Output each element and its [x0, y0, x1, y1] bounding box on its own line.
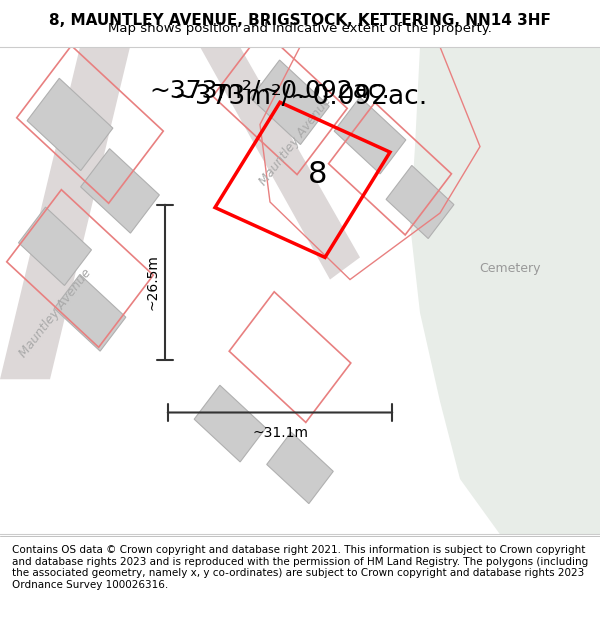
- Polygon shape: [251, 60, 329, 144]
- Polygon shape: [200, 47, 360, 279]
- Polygon shape: [19, 207, 91, 286]
- Text: Mauntley Avenue: Mauntley Avenue: [16, 266, 94, 359]
- Text: 8, MAUNTLEY AVENUE, BRIGSTOCK, KETTERING, NN14 3HF: 8, MAUNTLEY AVENUE, BRIGSTOCK, KETTERING…: [49, 13, 551, 28]
- Polygon shape: [80, 149, 160, 233]
- Text: ~31.1m: ~31.1m: [252, 426, 308, 440]
- Polygon shape: [267, 432, 333, 504]
- Text: ~373m²/~0.092ac.: ~373m²/~0.092ac.: [173, 84, 427, 110]
- Text: 8: 8: [308, 160, 327, 189]
- Text: Contains OS data © Crown copyright and database right 2021. This information is : Contains OS data © Crown copyright and d…: [12, 545, 588, 590]
- Polygon shape: [386, 166, 454, 239]
- Text: ~373m²/~0.092ac.: ~373m²/~0.092ac.: [149, 78, 391, 102]
- Polygon shape: [54, 274, 126, 351]
- Text: Mauntley Avenue: Mauntley Avenue: [256, 94, 334, 188]
- Polygon shape: [194, 385, 266, 462]
- Text: Map shows position and indicative extent of the property.: Map shows position and indicative extent…: [108, 22, 492, 35]
- Polygon shape: [410, 47, 600, 534]
- Polygon shape: [27, 78, 113, 171]
- Text: Cemetery: Cemetery: [479, 262, 541, 275]
- Text: ~26.5m: ~26.5m: [146, 254, 160, 310]
- Polygon shape: [334, 97, 406, 174]
- Polygon shape: [0, 47, 130, 379]
